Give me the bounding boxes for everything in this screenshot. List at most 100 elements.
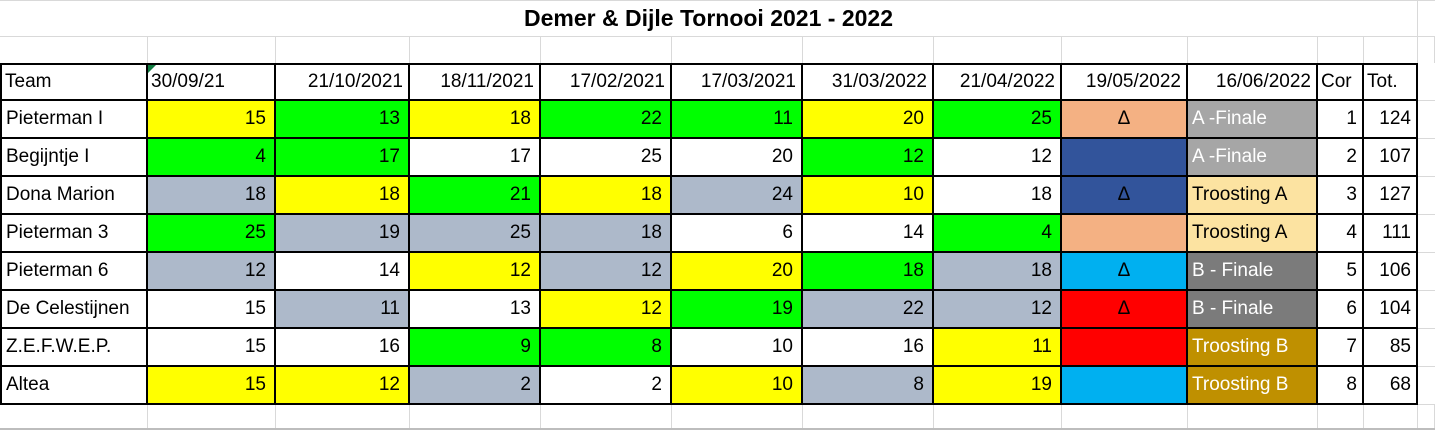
score-cell[interactable]: 10 [672, 367, 803, 405]
score-cell[interactable]: 18 [541, 215, 672, 253]
score-cell[interactable]: 16 [276, 329, 410, 367]
score-cell[interactable]: 12 [934, 139, 1062, 177]
score-cell[interactable]: 18 [934, 177, 1062, 215]
tot-cell[interactable]: 68 [1364, 367, 1418, 405]
cor-cell[interactable]: 5 [1318, 253, 1364, 291]
score-cell[interactable]: 25 [410, 215, 541, 253]
result-cell[interactable]: Troosting B [1188, 367, 1318, 405]
score-cell[interactable]: 19 [276, 215, 410, 253]
score-cell[interactable]: 6 [672, 215, 803, 253]
score-cell[interactable]: 18 [934, 253, 1062, 291]
tot-cell[interactable]: 107 [1364, 139, 1418, 177]
score-cell[interactable]: 15 [148, 367, 276, 405]
score-cell[interactable]: 22 [541, 101, 672, 139]
score-cell[interactable]: 12 [148, 253, 276, 291]
score-cell[interactable]: 12 [410, 253, 541, 291]
result-cell[interactable]: B - Finale [1188, 253, 1318, 291]
cor-cell[interactable]: 1 [1318, 101, 1364, 139]
score-cell[interactable]: 18 [410, 101, 541, 139]
tot-cell[interactable]: 124 [1364, 101, 1418, 139]
result-cell[interactable]: Troosting A [1188, 215, 1318, 253]
result-cell[interactable]: A -Finale [1188, 139, 1318, 177]
delta-cell[interactable] [1062, 367, 1188, 405]
score-cell[interactable]: 13 [410, 291, 541, 329]
score-cell[interactable]: 13 [276, 101, 410, 139]
tot-cell[interactable]: 111 [1364, 215, 1418, 253]
score-cell[interactable]: 11 [672, 101, 803, 139]
tot-cell[interactable]: 85 [1364, 329, 1418, 367]
score-cell[interactable]: 15 [148, 291, 276, 329]
score-cell[interactable]: 20 [672, 139, 803, 177]
column-header[interactable]: 17/03/2021 [672, 63, 803, 101]
result-cell[interactable]: B - Finale [1188, 291, 1318, 329]
score-cell[interactable]: 2 [541, 367, 672, 405]
cor-cell[interactable]: 8 [1318, 367, 1364, 405]
team-name-cell[interactable]: De Celestijnen [0, 291, 148, 329]
tot-cell[interactable]: 106 [1364, 253, 1418, 291]
delta-cell[interactable] [1062, 329, 1188, 367]
score-cell[interactable]: 11 [934, 329, 1062, 367]
column-header[interactable]: Cor [1318, 63, 1364, 101]
score-cell[interactable]: 24 [672, 177, 803, 215]
column-header[interactable]: 21/10/2021 [276, 63, 410, 101]
score-cell[interactable]: 16 [803, 329, 934, 367]
score-cell[interactable]: 4 [148, 139, 276, 177]
result-cell[interactable]: Troosting A [1188, 177, 1318, 215]
score-cell[interactable]: 4 [934, 215, 1062, 253]
column-header[interactable]: 18/11/2021 [410, 63, 541, 101]
team-name-cell[interactable]: Dona Marion [0, 177, 148, 215]
column-header[interactable]: Team [0, 63, 148, 101]
score-cell[interactable]: 18 [541, 177, 672, 215]
score-cell[interactable]: 12 [803, 139, 934, 177]
score-cell[interactable]: 18 [276, 177, 410, 215]
tot-cell[interactable]: 127 [1364, 177, 1418, 215]
team-name-cell[interactable]: Begijntje I [0, 139, 148, 177]
score-cell[interactable]: 17 [276, 139, 410, 177]
tot-cell[interactable]: 104 [1364, 291, 1418, 329]
score-cell[interactable]: 17 [410, 139, 541, 177]
score-cell[interactable]: 14 [276, 253, 410, 291]
score-cell[interactable]: 21 [410, 177, 541, 215]
team-name-cell[interactable]: Z.E.F.W.E.P. [0, 329, 148, 367]
column-header[interactable]: 21/04/2022 [934, 63, 1062, 101]
score-cell[interactable]: 22 [803, 291, 934, 329]
score-cell[interactable]: 18 [803, 253, 934, 291]
score-cell[interactable]: 12 [934, 291, 1062, 329]
score-cell[interactable]: 8 [803, 367, 934, 405]
score-cell[interactable]: 25 [541, 139, 672, 177]
score-cell[interactable]: 25 [148, 215, 276, 253]
team-name-cell[interactable]: Pieterman I [0, 101, 148, 139]
delta-cell[interactable] [1062, 139, 1188, 177]
score-cell[interactable]: 20 [803, 101, 934, 139]
score-cell[interactable]: 12 [276, 367, 410, 405]
delta-cell[interactable]: Δ [1062, 291, 1188, 329]
score-cell[interactable]: 19 [934, 367, 1062, 405]
result-cell[interactable]: A -Finale [1188, 101, 1318, 139]
score-cell[interactable]: 2 [410, 367, 541, 405]
column-header[interactable]: 17/02/2021 [541, 63, 672, 101]
score-cell[interactable]: 10 [672, 329, 803, 367]
delta-cell[interactable]: Δ [1062, 253, 1188, 291]
score-cell[interactable]: 8 [541, 329, 672, 367]
column-header[interactable]: 31/03/2022 [803, 63, 934, 101]
team-name-cell[interactable]: Altea [0, 367, 148, 405]
cor-cell[interactable]: 4 [1318, 215, 1364, 253]
column-header[interactable]: 30/09/21 [148, 63, 276, 101]
cor-cell[interactable]: 2 [1318, 139, 1364, 177]
score-cell[interactable]: 15 [148, 329, 276, 367]
column-header[interactable]: Tot. [1364, 63, 1418, 101]
column-header[interactable]: 19/05/2022 [1062, 63, 1188, 101]
result-cell[interactable]: Troosting B [1188, 329, 1318, 367]
score-cell[interactable]: 14 [803, 215, 934, 253]
score-cell[interactable]: 20 [672, 253, 803, 291]
cor-cell[interactable]: 7 [1318, 329, 1364, 367]
cor-cell[interactable]: 3 [1318, 177, 1364, 215]
score-cell[interactable]: 12 [541, 253, 672, 291]
score-cell[interactable]: 10 [803, 177, 934, 215]
score-cell[interactable]: 12 [541, 291, 672, 329]
team-name-cell[interactable]: Pieterman 6 [0, 253, 148, 291]
team-name-cell[interactable]: Pieterman 3 [0, 215, 148, 253]
delta-cell[interactable]: Δ [1062, 177, 1188, 215]
score-cell[interactable]: 18 [148, 177, 276, 215]
column-header[interactable]: 16/06/2022 [1188, 63, 1318, 101]
